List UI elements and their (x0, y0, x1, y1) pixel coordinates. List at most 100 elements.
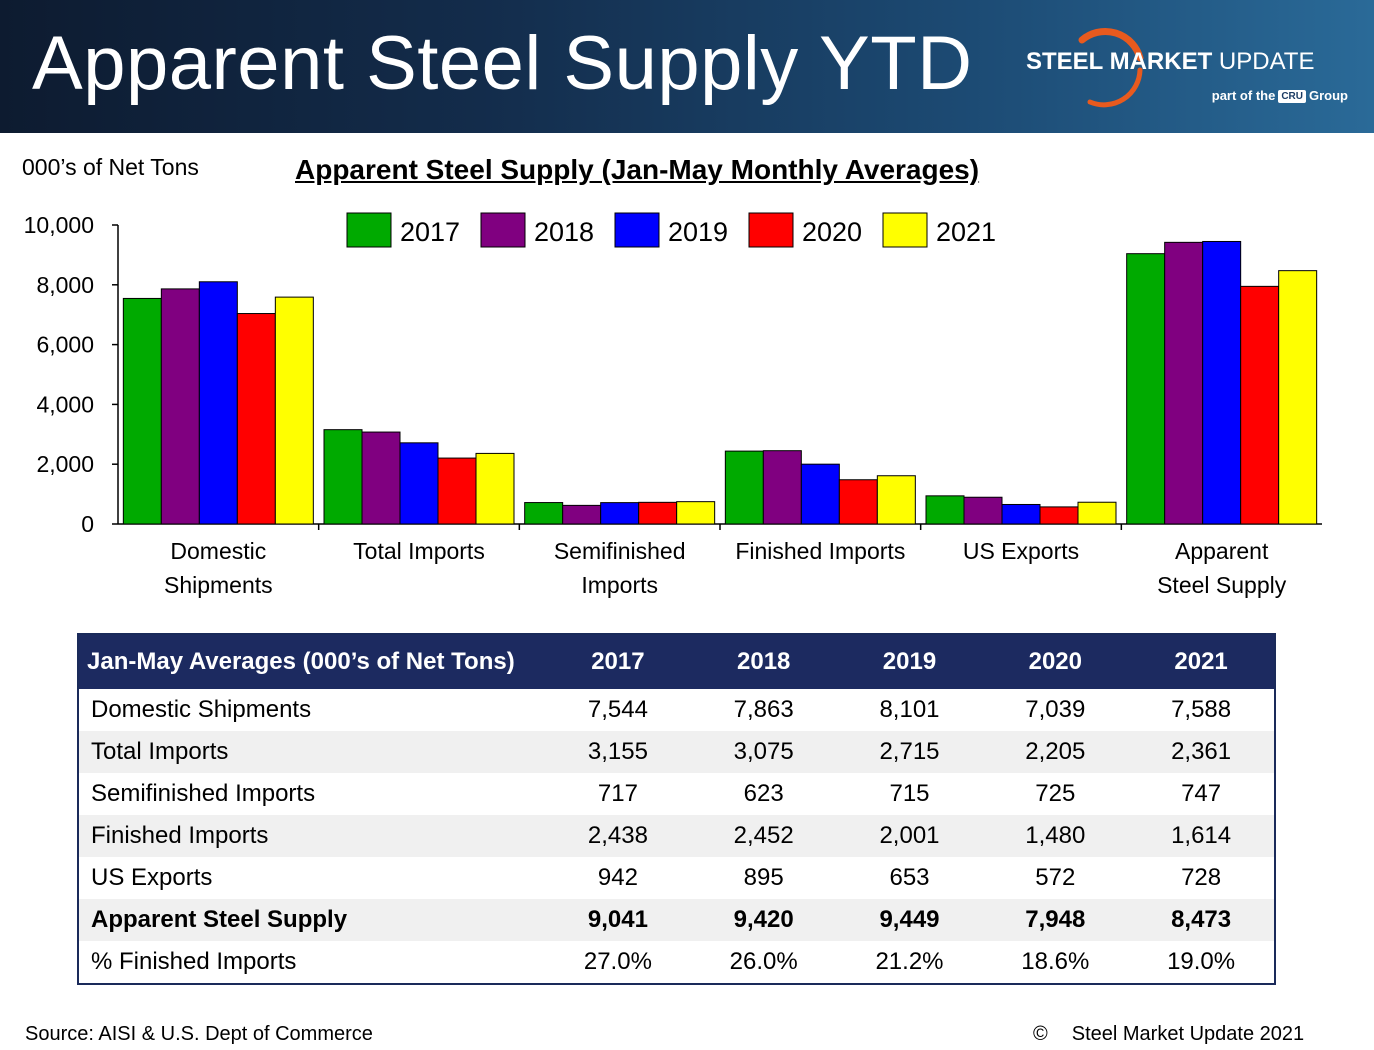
logo-name-bold: STEEL MARKET (1026, 48, 1213, 75)
bar (1278, 270, 1318, 525)
legend-label: 2020 (802, 217, 862, 247)
table-cell: 2,001 (836, 815, 983, 857)
table-cell: 7,588 (1171, 696, 1232, 723)
logo-sub-before: part of the (1211, 88, 1276, 103)
bar (925, 495, 965, 525)
legend-label: 2019 (668, 217, 728, 247)
x-tick-label: US Exports (963, 538, 1079, 564)
y-tick-label: 0 (81, 511, 94, 537)
row-label: US Exports (91, 864, 213, 891)
table-cell: 9,420 (690, 899, 837, 941)
table-cell: 9,449 (836, 899, 983, 941)
table-cell: 717 (597, 780, 638, 807)
table-cell: 7,039 (1025, 696, 1086, 723)
y-tick-label: 10,000 (24, 212, 94, 238)
table-cell: 715 (889, 780, 930, 807)
row-label: Domestic Shipments (91, 696, 312, 723)
bar (1001, 503, 1041, 525)
table-row-total: Apparent Steel Supply 9,041 9,420 9,449 … (79, 899, 1274, 941)
bar-chart: 0 2,000 4,000 6,000 8,000 10,000 Domestic Shipm… (24, 212, 1322, 598)
copyright-note: © Steel Market Update 2021 (1033, 1023, 1304, 1046)
bar (361, 431, 401, 525)
row-label: % Finished Imports (91, 948, 297, 975)
y-tick-label: 4,000 (36, 391, 94, 417)
x-tick-label: Apparent (1175, 538, 1269, 564)
table-cell: 653 (889, 864, 930, 891)
table-header-year: 2021 (1128, 635, 1274, 689)
table-cell: 8,101 (879, 696, 940, 723)
table-cell: 8,473 (1128, 899, 1274, 941)
y-tick-label: 8,000 (36, 272, 94, 298)
x-tick-label: Total Imports (353, 538, 485, 564)
table-cell: 19.0% (1167, 948, 1236, 975)
table-row: Semifinished Imports 717 623 715 725 747 (79, 773, 1274, 815)
table-cell: 942 (597, 864, 638, 891)
bar (724, 450, 764, 525)
row-label: Apparent Steel Supply (79, 899, 545, 941)
table-cell: 2,715 (836, 731, 983, 773)
bar (122, 297, 162, 525)
table-cell: 623 (743, 780, 784, 807)
x-tick-label: Imports (581, 572, 658, 598)
table-header-year: 2017 (545, 635, 691, 689)
x-tick-label: Semifinished (554, 538, 686, 564)
legend-swatch (748, 212, 794, 248)
bar (437, 457, 477, 525)
table-cell: 9,041 (545, 899, 691, 941)
x-tick-label: Domestic (170, 538, 266, 564)
bar (524, 502, 564, 525)
logo-arc-icon (1078, 27, 1144, 108)
bar (274, 296, 314, 525)
bar (800, 463, 840, 525)
legend-swatch (480, 212, 526, 248)
bar (160, 288, 200, 525)
bar (838, 479, 878, 525)
table-header-year: 2019 (836, 635, 983, 689)
table-row: Total Imports 3,155 3,075 2,715 2,205 2,… (79, 731, 1274, 773)
table-cell: 26.0% (729, 948, 798, 975)
table-cell: 7,544 (587, 696, 648, 723)
table-cell: 27.0% (583, 948, 652, 975)
bar (1126, 253, 1166, 525)
bar (1077, 501, 1117, 525)
table-cell: 3,155 (545, 731, 691, 773)
bar (562, 504, 602, 525)
table-header-label: Jan-May Averages (000’s of Net Tons) (79, 635, 545, 689)
table-cell: 2,452 (690, 815, 837, 857)
row-label: Total Imports (79, 731, 545, 773)
x-tick-label: Finished Imports (735, 538, 905, 564)
table-cell: 728 (1181, 864, 1222, 891)
row-label: Finished Imports (79, 815, 545, 857)
header-banner: Apparent Steel Supply YTD STEEL MARKET U… (0, 0, 1374, 133)
table-cell: 21.2% (875, 948, 944, 975)
x-tick-label: Steel Supply (1157, 572, 1287, 598)
source-note: Source: AISI & U.S. Dept of Commerce (25, 1023, 373, 1045)
table-row: Finished Imports 2,438 2,452 2,001 1,480… (79, 815, 1274, 857)
bar (475, 452, 515, 525)
table-cell: 2,361 (1128, 731, 1274, 773)
data-table: Jan-May Averages (000’s of Net Tons) 201… (77, 633, 1276, 985)
legend-label: 2017 (400, 217, 460, 247)
logo-name-rest: UPDATE (1218, 48, 1315, 75)
bar (600, 502, 640, 525)
bar (198, 281, 238, 525)
y-tick-label: 6,000 (36, 332, 94, 358)
row-label: Semifinished Imports (91, 780, 316, 807)
legend-swatch (614, 212, 660, 248)
table-cell: 725 (1035, 780, 1076, 807)
table-header-year: 2020 (982, 635, 1129, 689)
bar (323, 429, 363, 525)
table-header-year: 2018 (690, 635, 837, 689)
x-tick-label: Shipments (164, 572, 273, 598)
bar (1039, 506, 1079, 525)
bar (963, 496, 1003, 525)
bar (399, 442, 439, 525)
bar (1164, 241, 1204, 525)
table-cell: 3,075 (690, 731, 837, 773)
units-label: 000’s of Net Tons (22, 154, 199, 180)
bar (1240, 285, 1280, 525)
bar (762, 450, 802, 525)
legend-swatch (882, 212, 928, 248)
table-cell: 2,205 (982, 731, 1129, 773)
logo-name: STEEL MARKET UPDATE (1026, 50, 1314, 74)
